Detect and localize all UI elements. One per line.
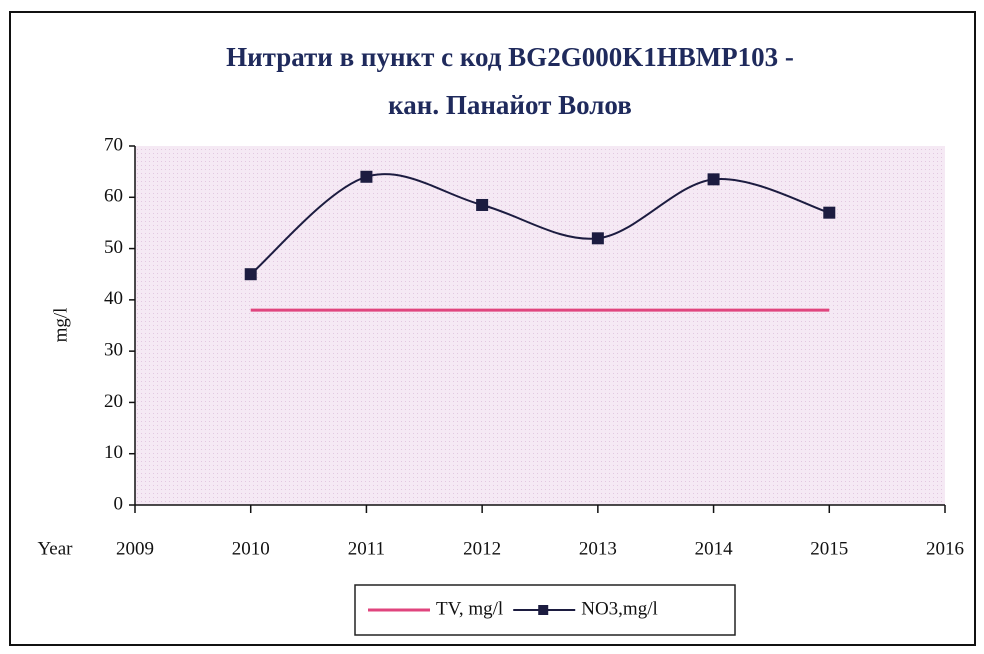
legend-label: TV, mg/l bbox=[436, 598, 503, 619]
x-tick-label: 2009 bbox=[116, 538, 154, 559]
marker bbox=[476, 198, 489, 211]
y-tick-label: 70 bbox=[104, 134, 123, 155]
plot-area bbox=[135, 146, 945, 505]
x-tick-label: 2013 bbox=[579, 538, 617, 559]
x-tick-label: 2011 bbox=[348, 538, 385, 559]
y-tick-label: 30 bbox=[104, 340, 123, 361]
x-tick-label: 2015 bbox=[810, 538, 848, 559]
x-tick-label: 2010 bbox=[232, 538, 270, 559]
chart-title: Нитрати в пункт с код BG2G000K1HBMP103 - bbox=[226, 42, 794, 72]
marker bbox=[823, 206, 836, 219]
y-axis-label: mg/l bbox=[50, 308, 71, 343]
x-axis-label: Year bbox=[37, 538, 73, 559]
x-tick-label: 2014 bbox=[695, 538, 734, 559]
y-tick-label: 40 bbox=[104, 288, 123, 309]
legend-label: NO3,mg/l bbox=[581, 598, 658, 619]
y-tick-label: 10 bbox=[104, 442, 123, 463]
y-tick-label: 20 bbox=[104, 391, 123, 412]
y-tick-label: 60 bbox=[104, 186, 123, 207]
marker bbox=[244, 268, 257, 281]
marker bbox=[360, 170, 373, 183]
chart-title: кан. Панайот Волов bbox=[388, 90, 632, 120]
y-tick-label: 50 bbox=[104, 237, 123, 258]
x-tick-label: 2016 bbox=[926, 538, 964, 559]
marker bbox=[707, 173, 720, 186]
x-tick-label: 2012 bbox=[463, 538, 501, 559]
legend-marker bbox=[538, 605, 549, 615]
y-tick-label: 0 bbox=[114, 493, 124, 514]
marker bbox=[591, 232, 604, 245]
series-line bbox=[250, 173, 830, 275]
